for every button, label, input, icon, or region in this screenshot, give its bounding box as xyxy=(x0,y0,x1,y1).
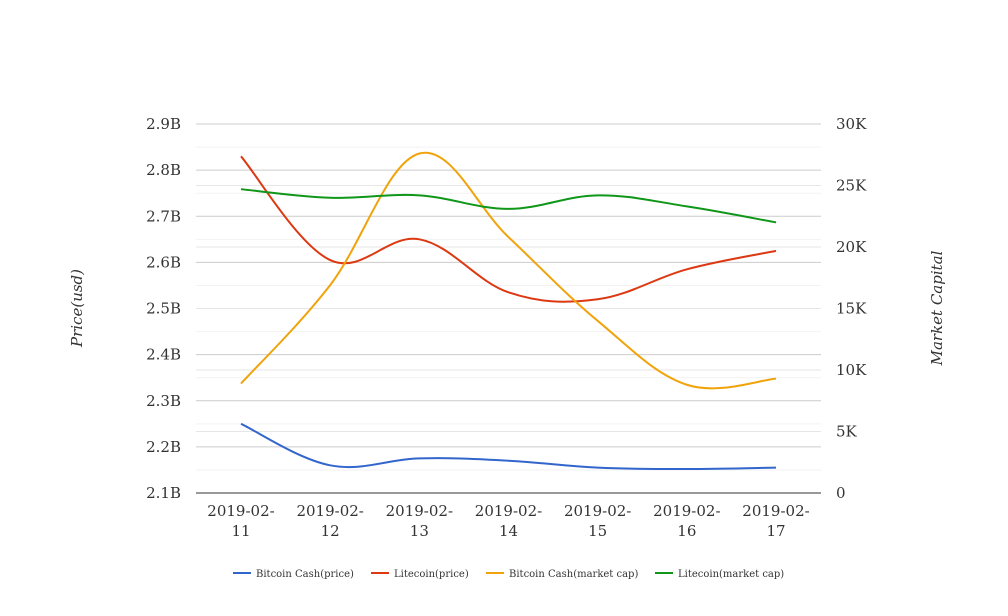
right-axis-title: Market Capital xyxy=(928,250,946,366)
right-tick-label: 30K xyxy=(836,115,867,133)
legend-label: Bitcoin Cash(market cap) xyxy=(509,569,638,580)
right-tick-label: 5K xyxy=(836,423,858,441)
left-axis-title: Price(usd) xyxy=(68,269,86,348)
series-line-3 xyxy=(240,188,777,224)
x-tick-label: 2019-02- 13 xyxy=(386,502,453,540)
left-tick-label: 2.1B xyxy=(146,484,181,502)
right-tick-label: 0 xyxy=(836,484,846,502)
series-line-1 xyxy=(240,155,777,303)
left-tick-label: 2.4B xyxy=(146,346,181,364)
grid-lines xyxy=(196,123,821,471)
x-tick-label-line: 16 xyxy=(677,522,696,540)
x-tick-label: 2019-02- 12 xyxy=(296,502,363,540)
left-tick-label: 2.6B xyxy=(146,253,181,271)
right-tick-label: 20K xyxy=(836,238,867,256)
left-tick-label: 2.9B xyxy=(146,115,181,133)
x-tick-label-line: 17 xyxy=(766,522,785,540)
x-tick-label-line: 2019-02- xyxy=(475,502,542,520)
legend-label: Litecoin(market cap) xyxy=(678,569,784,580)
series-line-2 xyxy=(240,151,777,390)
x-tick-label-line: 2019-02- xyxy=(207,502,274,520)
series-lines xyxy=(240,151,777,471)
series-line-0 xyxy=(240,422,777,471)
legend-label: Bitcoin Cash(price) xyxy=(256,569,354,580)
x-tick-label: 2019-02- 11 xyxy=(207,502,274,540)
left-tick-label: 2.8B xyxy=(146,161,181,179)
right-tick-label: 25K xyxy=(836,177,867,195)
x-tick-label: 2019-02- 17 xyxy=(742,502,809,540)
right-axis-ticks: 0 5K 10K 15K 20K 25K 30K xyxy=(836,115,867,502)
x-tick-label: 2019-02- 14 xyxy=(475,502,542,540)
x-tick-label: 2019-02- 15 xyxy=(564,502,631,540)
right-tick-label: 15K xyxy=(836,300,867,318)
x-tick-label-line: 12 xyxy=(321,522,340,540)
x-tick-label-line: 2019-02- xyxy=(386,502,453,520)
x-axis-ticks: 2019-02- 11 2019-02- 12 2019-02- 13 2019-02- 14… xyxy=(207,502,809,540)
left-tick-label: 2.5B xyxy=(146,300,181,318)
x-tick-label-line: 14 xyxy=(499,522,518,540)
x-tick-label-line: 13 xyxy=(410,522,429,540)
x-tick-label-line: 2019-02- xyxy=(742,502,809,520)
left-tick-label: 2.2B xyxy=(146,438,181,456)
legend: Bitcoin Cash(price) Litecoin(price) Bitcoi… xyxy=(233,569,784,580)
x-tick-label-line: 2019-02- xyxy=(653,502,720,520)
left-tick-label: 2.7B xyxy=(146,207,181,225)
x-tick-label: 2019-02- 16 xyxy=(653,502,720,540)
x-tick-label-line: 11 xyxy=(231,522,250,540)
right-tick-label: 10K xyxy=(836,361,867,379)
x-tick-label-line: 2019-02- xyxy=(296,502,363,520)
x-tick-label-line: 2019-02- xyxy=(564,502,631,520)
left-tick-label: 2.3B xyxy=(146,392,181,410)
left-axis-ticks: 2.1B 2.2B 2.3B 2.4B 2.5B 2.6B 2.7B 2.8B 2.9B xyxy=(146,115,181,502)
legend-label: Litecoin(price) xyxy=(394,569,469,580)
x-tick-label-line: 15 xyxy=(588,522,607,540)
